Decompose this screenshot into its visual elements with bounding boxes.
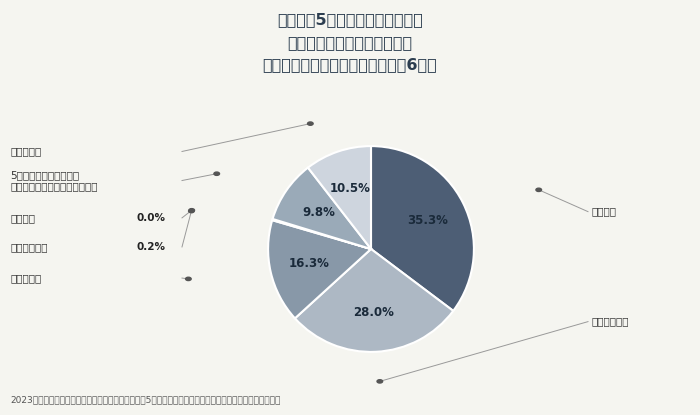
Text: 16.3%: 16.3% bbox=[288, 257, 329, 270]
Text: 9.8%: 9.8% bbox=[302, 206, 335, 219]
Wedge shape bbox=[371, 146, 474, 311]
Wedge shape bbox=[268, 220, 371, 318]
Text: 上がった: 上がった bbox=[592, 207, 617, 217]
Wedge shape bbox=[272, 168, 371, 249]
Text: 5年前とは比較できない
（大卒を採用していないなど）: 5年前とは比較できない （大卒を採用していないなど） bbox=[10, 170, 98, 191]
Wedge shape bbox=[295, 249, 453, 352]
Text: わからない: わからない bbox=[10, 146, 42, 156]
Text: 28.0%: 28.0% bbox=[354, 306, 394, 319]
Text: 35.3%: 35.3% bbox=[407, 214, 449, 227]
Text: 2023年度入社の正社員の初任給（大卒）について、5年前と比較したときの状況をお選びください（一つ）: 2023年度入社の正社員の初任給（大卒）について、5年前と比較したときの状況をお… bbox=[10, 395, 281, 405]
Text: やや下がった: やや下がった bbox=[10, 242, 48, 252]
Text: 変わらない: 変わらない bbox=[10, 273, 42, 283]
Text: 0.2%: 0.2% bbox=[136, 242, 165, 252]
Text: 10.5%: 10.5% bbox=[330, 182, 371, 195]
Wedge shape bbox=[272, 219, 371, 249]
Text: 初任給は5年前と比べて上昇傾向
業績の良し悪しにかかわらず
「上がった」「やや上がった」が6割超: 初任給は5年前と比べて上昇傾向 業績の良し悪しにかかわらず 「上がった」「やや上… bbox=[262, 12, 438, 72]
Text: やや上がった: やや上がった bbox=[592, 317, 629, 327]
Text: 下がった: 下がった bbox=[10, 213, 36, 223]
Text: 0.0%: 0.0% bbox=[136, 213, 165, 223]
Wedge shape bbox=[272, 219, 371, 249]
Wedge shape bbox=[308, 146, 371, 249]
